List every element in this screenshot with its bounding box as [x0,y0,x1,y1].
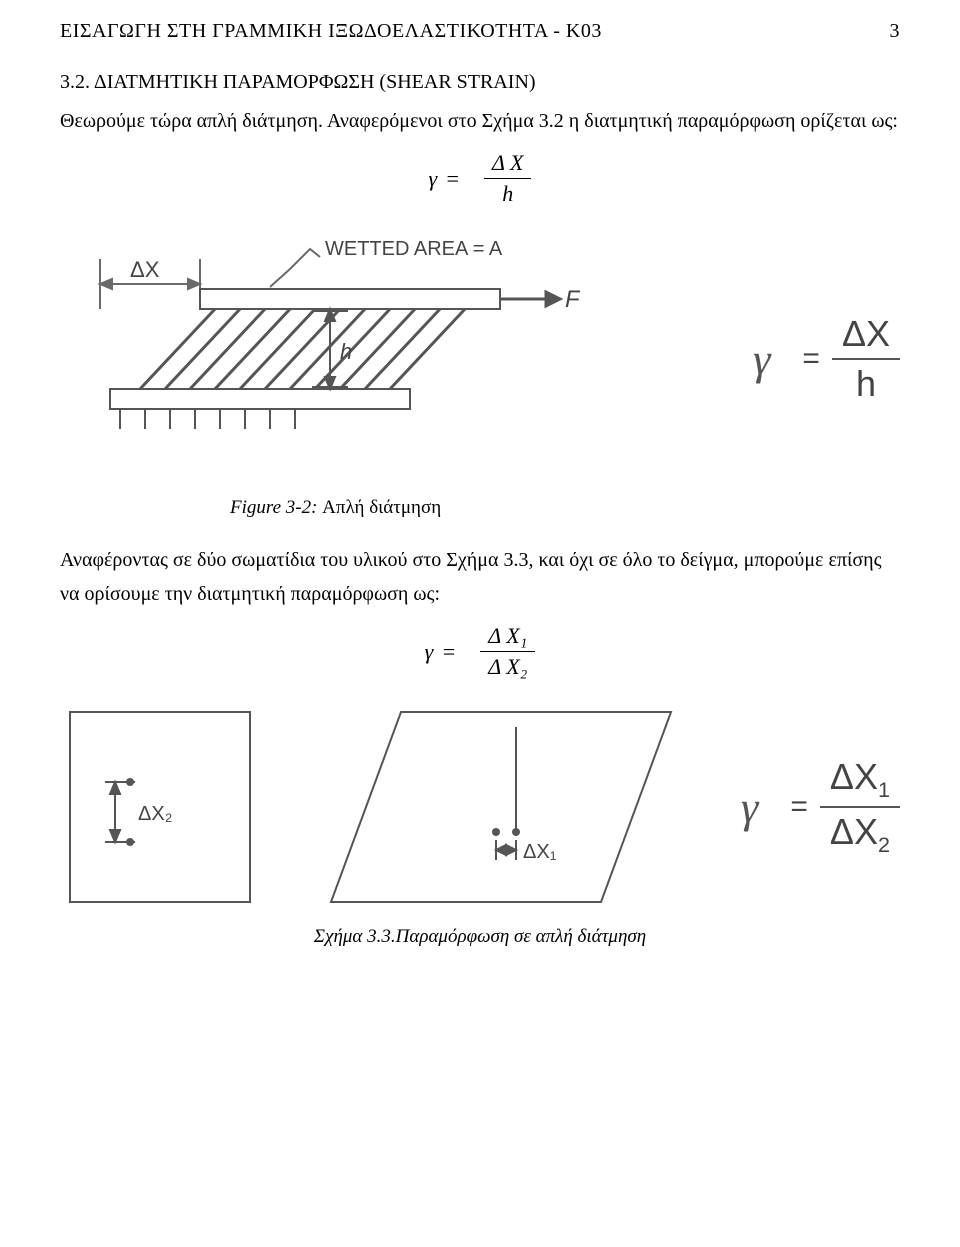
fig2sf-eq: = [790,790,808,824]
fig2sf-gamma: γ [741,782,758,833]
fig1sf-gamma: γ [753,334,770,385]
eq2-lhs: γ [425,639,434,665]
eq1-eq: = [445,166,460,192]
figure-2-side-formula: γ = ΔX1 ΔX2 [741,757,900,857]
section-number: 3.2. [60,71,90,93]
fig2sf-num: ΔX [830,756,878,797]
figure-2-caption: Σχήμα 3.3.Παραμόρφωση σε απλή διάτμηση [314,926,646,947]
eq1-bar [484,178,531,179]
fig1sf-bar [832,358,900,360]
running-title: ΕΙΣΑΓΩΓΗ ΣΤΗ ΓΡΑΜΜΙΚΗ ΙΞΩΔΟΕΛΑΣΤΙΚΟΤΗΤΑ … [60,20,602,43]
fig2-dx2: ΔX₂ [138,803,172,825]
figure-1-caption-prefix: Figure 3-2: [230,497,317,518]
equation-2: γ = Δ X₁ Δ X₂ [60,623,900,680]
fig1-wetted-area: WETTED AREA = A [325,238,503,260]
page-number: 3 [890,20,901,43]
eq1-den: h [494,181,521,207]
fig1-height: h [340,339,352,364]
paragraph-1: Θεωρούμε τώρα απλή διάτμηση. Αναφερόμενο… [60,104,900,138]
fig2sf-den-sub: 2 [878,832,890,857]
figure-1-diagram: ΔX WETTED AREA = A [60,229,580,489]
eq2-den: Δ X₂ [480,654,535,680]
figure-2-parallelogram: ΔX₁ [321,702,681,912]
figure-1-caption-text: Απλή διάτμηση [322,497,441,518]
fig2sf-num-sub: 1 [878,777,890,802]
eq1-lhs: γ [429,166,438,192]
eq1-num: Δ X [484,150,531,176]
fig1sf-den: h [846,364,886,404]
fig1-deltaX-label: ΔX [130,257,160,282]
paragraph-2: Αναφέροντας σε δύο σωματίδια του υλικού … [60,543,900,611]
section-title: ΔΙΑΤΜΗΤΙΚΗ ΠΑΡΑΜΟΡΦΩΣΗ (SHEAR STRAIN) [94,71,536,93]
equation-1: γ = Δ X h [60,150,900,207]
fig1sf-eq: = [802,342,820,376]
eq2-eq: = [441,639,456,665]
figure-1-side-formula: γ = ΔX h [753,314,900,403]
fig2sf-den: ΔX [830,811,878,852]
eq2-bar [480,651,535,652]
fig2sf-bar [820,806,900,808]
fig1sf-num: ΔX [832,314,900,354]
fig1-force: F [565,286,580,313]
eq2-num: Δ X₁ [480,623,535,649]
fig2-dx1: ΔX₁ [523,841,557,863]
figure-2-square: ΔX₂ [60,702,260,912]
